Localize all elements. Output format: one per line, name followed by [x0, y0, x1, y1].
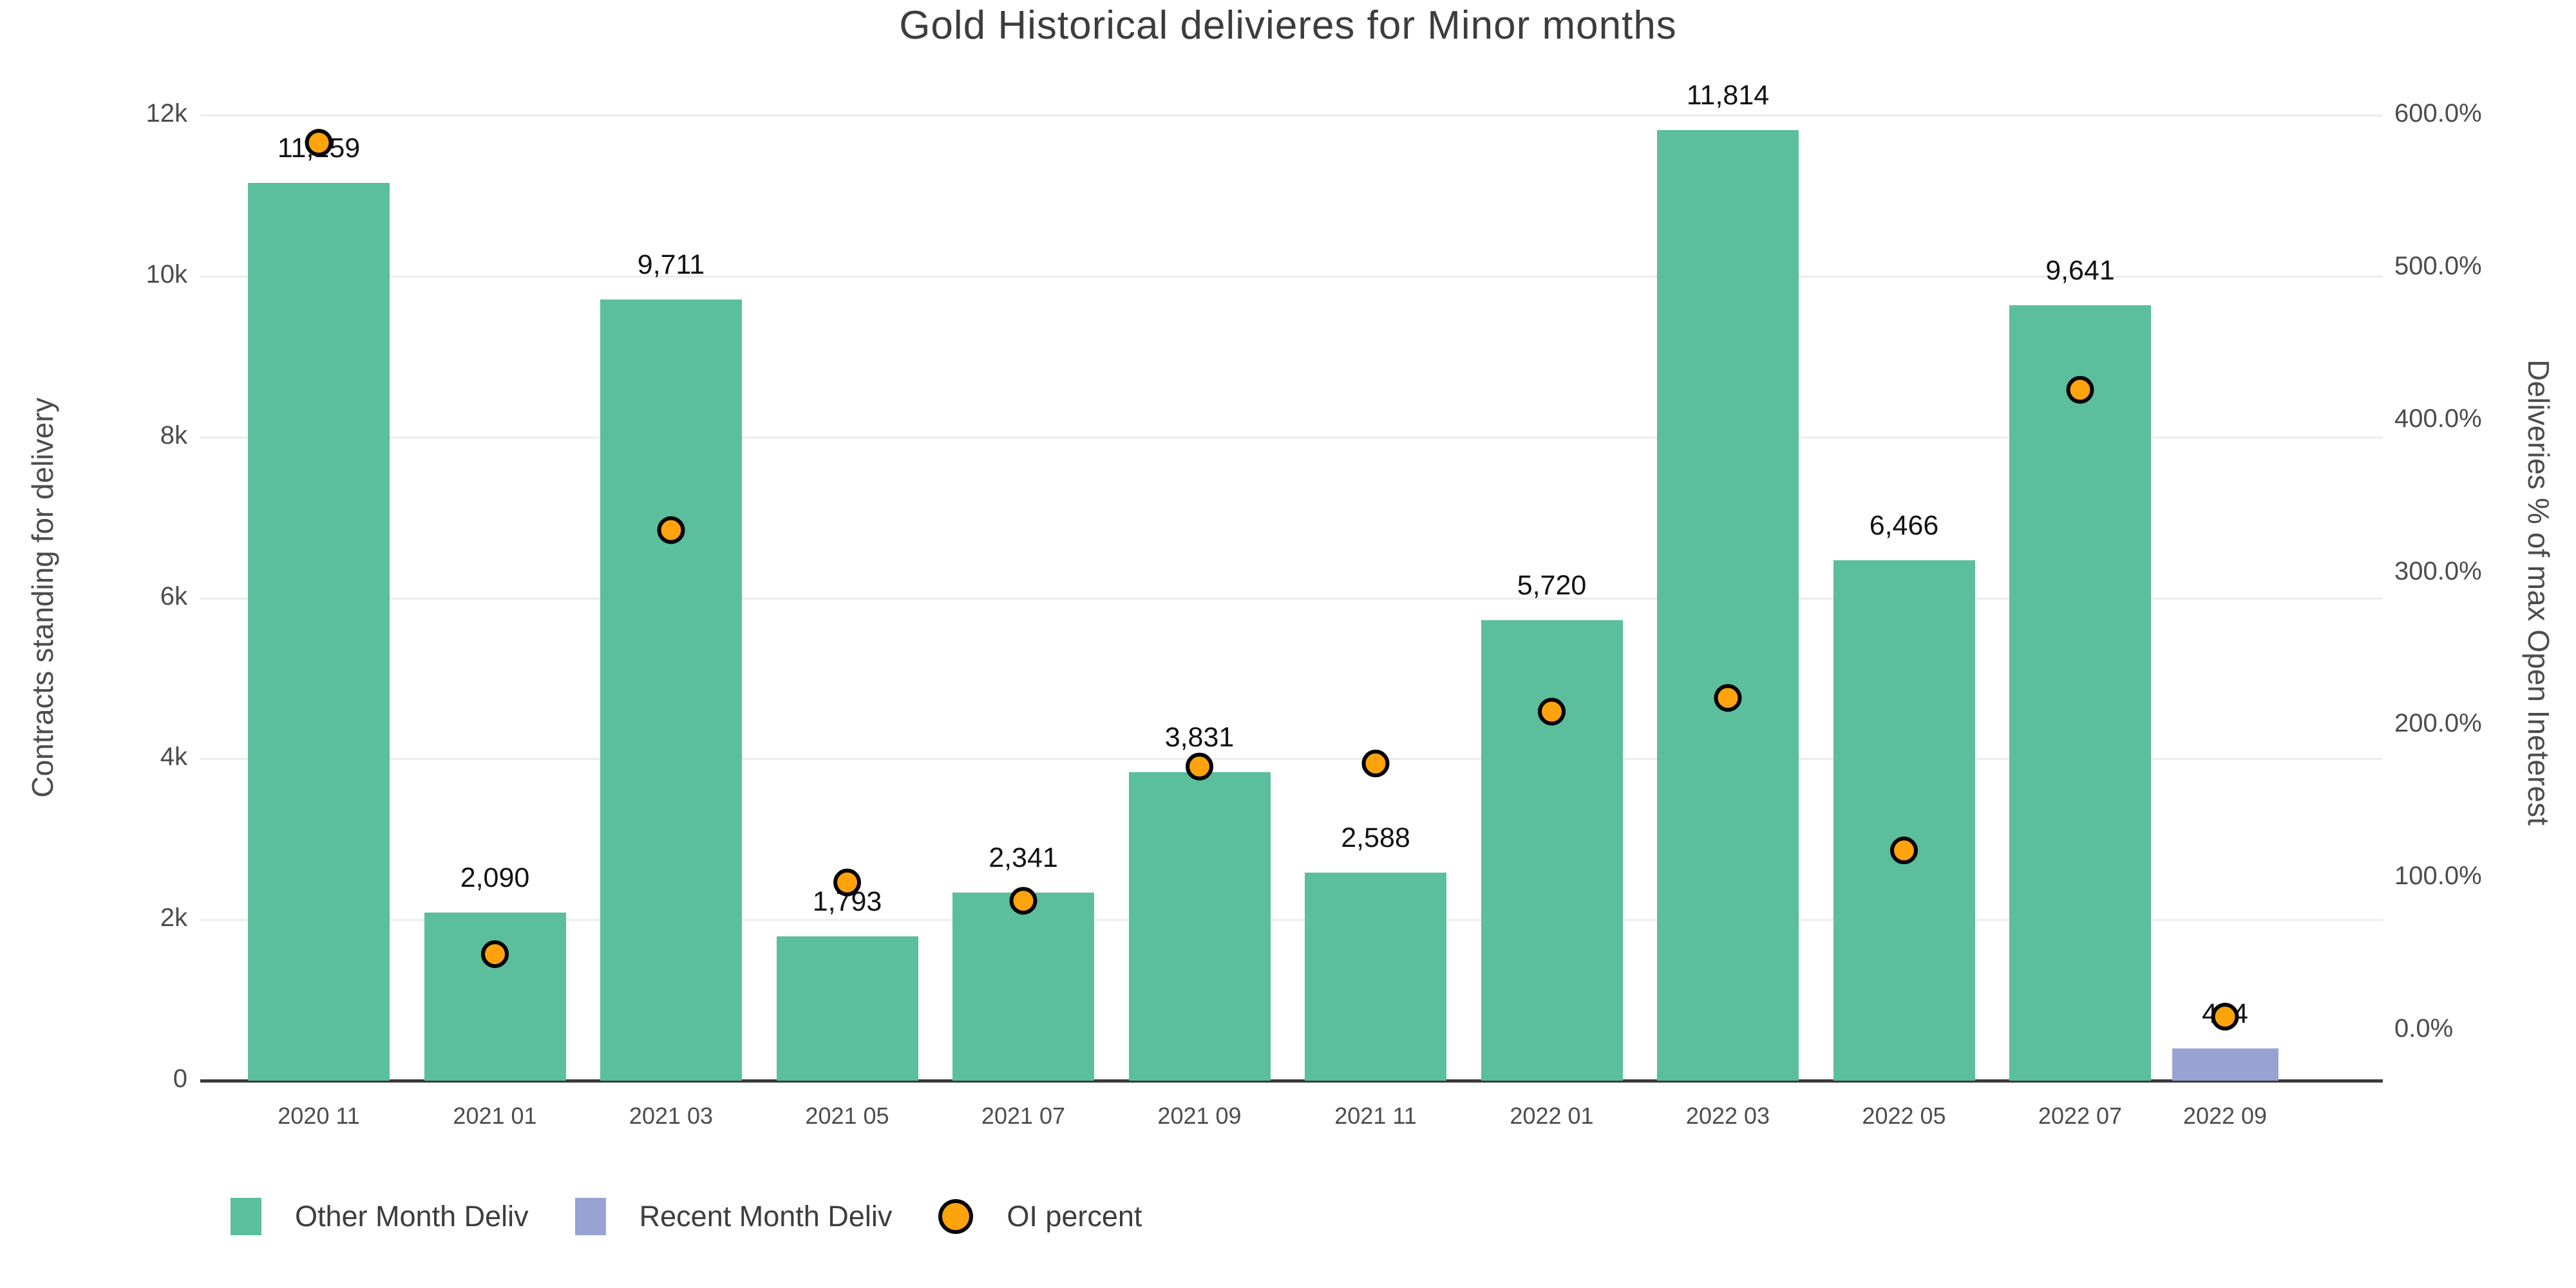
oi-percent-marker[interactable] [1890, 837, 1918, 865]
legend-swatch-icon [574, 1198, 606, 1235]
oi-percent-marker[interactable] [1538, 697, 1566, 726]
legend-marker-icon [938, 1199, 974, 1234]
legend-label: Recent Month Deliv [639, 1200, 893, 1233]
bar-recent-month[interactable] [2172, 1048, 2278, 1081]
legend-item-recent-month-deliv[interactable]: Recent Month Deliv [574, 1198, 893, 1235]
bar-value-label: 6,466 [1869, 510, 1939, 542]
right-axis-tick-label: 400.0% [2394, 404, 2482, 433]
x-axis-line [200, 1079, 2383, 1083]
gridline [200, 275, 2383, 278]
bar-other-month[interactable] [2009, 305, 2151, 1081]
oi-percent-marker[interactable] [305, 129, 333, 157]
bar-other-month[interactable] [1657, 130, 1799, 1081]
legend-label: OI percent [1007, 1200, 1142, 1233]
x-axis-tick-label: 2022 01 [1510, 1103, 1594, 1129]
bar-value-label: 11,814 [1686, 80, 1770, 111]
x-axis-tick-label: 2021 09 [1157, 1103, 1242, 1129]
x-axis-tick-label: 2020 11 [278, 1103, 360, 1129]
bar-other-month[interactable] [1128, 772, 1271, 1081]
left-axis-tick-label: 4k [160, 743, 187, 772]
bar-other-month[interactable] [248, 183, 390, 1081]
oi-percent-marker[interactable] [481, 940, 509, 969]
oi-percent-marker[interactable] [1361, 750, 1390, 778]
legend-swatch-icon [231, 1198, 261, 1235]
x-axis-tick-label: 2021 07 [981, 1103, 1066, 1129]
x-axis-tick-label: 2021 01 [453, 1103, 537, 1129]
left-axis-tick-label: 2k [160, 904, 187, 933]
bar-value-label: 9,711 [637, 249, 705, 280]
x-axis-tick-label: 2022 03 [1685, 1103, 1770, 1129]
right-axis-tick-label: 200.0% [2394, 709, 2482, 738]
x-axis-tick-label: 2021 05 [805, 1103, 889, 1129]
bar-value-label: 2,588 [1341, 822, 1410, 853]
left-axis-tick-label: 0 [173, 1065, 187, 1093]
bar-other-month[interactable] [600, 299, 742, 1081]
chart-title: Gold Historical delivieres for Minor mon… [899, 3, 1677, 48]
bar-other-month[interactable] [776, 936, 918, 1081]
oi-percent-marker[interactable] [1714, 684, 1742, 712]
bar-other-month[interactable] [1305, 872, 1446, 1081]
legend: Other Month Deliv Recent Month Deliv OI pe… [231, 1198, 1188, 1235]
x-axis-tick-label: 2022 07 [2038, 1103, 2123, 1129]
legend-label: Other Month Deliv [295, 1200, 529, 1233]
gridline [200, 758, 2383, 761]
left-axis-tick-label: 6k [160, 582, 187, 611]
left-axis-tick-label: 12k [146, 99, 188, 128]
right-axis-tick-label: 0.0% [2394, 1014, 2454, 1043]
left-axis-tick-label: 10k [146, 260, 188, 289]
bar-value-label: 3,831 [1164, 722, 1235, 753]
oi-percent-marker[interactable] [657, 516, 685, 544]
gridline [200, 919, 2383, 922]
gridline [200, 436, 2383, 439]
bar-other-month[interactable] [1481, 620, 1623, 1081]
right-axis-tick-label: 600.0% [2394, 99, 2482, 128]
oi-percent-marker[interactable] [833, 868, 861, 896]
x-axis-tick-label: 2022 09 [2183, 1103, 2268, 1129]
gridline [200, 115, 2383, 117]
bar-other-month[interactable] [952, 892, 1094, 1081]
oi-percent-marker[interactable] [2211, 1003, 2239, 1031]
right-axis-tick-label: 100.0% [2394, 862, 2482, 891]
bar-other-month[interactable] [1833, 560, 1975, 1081]
right-axis-tick-label: 500.0% [2394, 251, 2482, 280]
bar-value-label: 9,641 [2045, 254, 2115, 286]
x-axis-tick-label: 2021 03 [629, 1103, 714, 1129]
x-axis-tick-label: 2022 05 [1862, 1103, 1946, 1129]
oi-percent-marker[interactable] [1009, 887, 1037, 915]
oi-percent-marker[interactable] [1186, 752, 1213, 781]
right-axis-tick-label: 300.0% [2394, 556, 2482, 585]
gridline [200, 597, 2383, 600]
oi-percent-marker[interactable] [2066, 375, 2094, 404]
legend-item-oi-percent[interactable]: OI percent [938, 1199, 1142, 1234]
left-axis-tick-label: 8k [160, 421, 187, 450]
bar-value-label: 2,341 [989, 842, 1058, 873]
bar-value-label: 2,090 [460, 862, 530, 893]
bar-value-label: 5,720 [1517, 570, 1587, 601]
x-axis-tick-label: 2021 11 [1334, 1103, 1417, 1129]
legend-item-other-month-deliv[interactable]: Other Month Deliv [231, 1198, 529, 1235]
